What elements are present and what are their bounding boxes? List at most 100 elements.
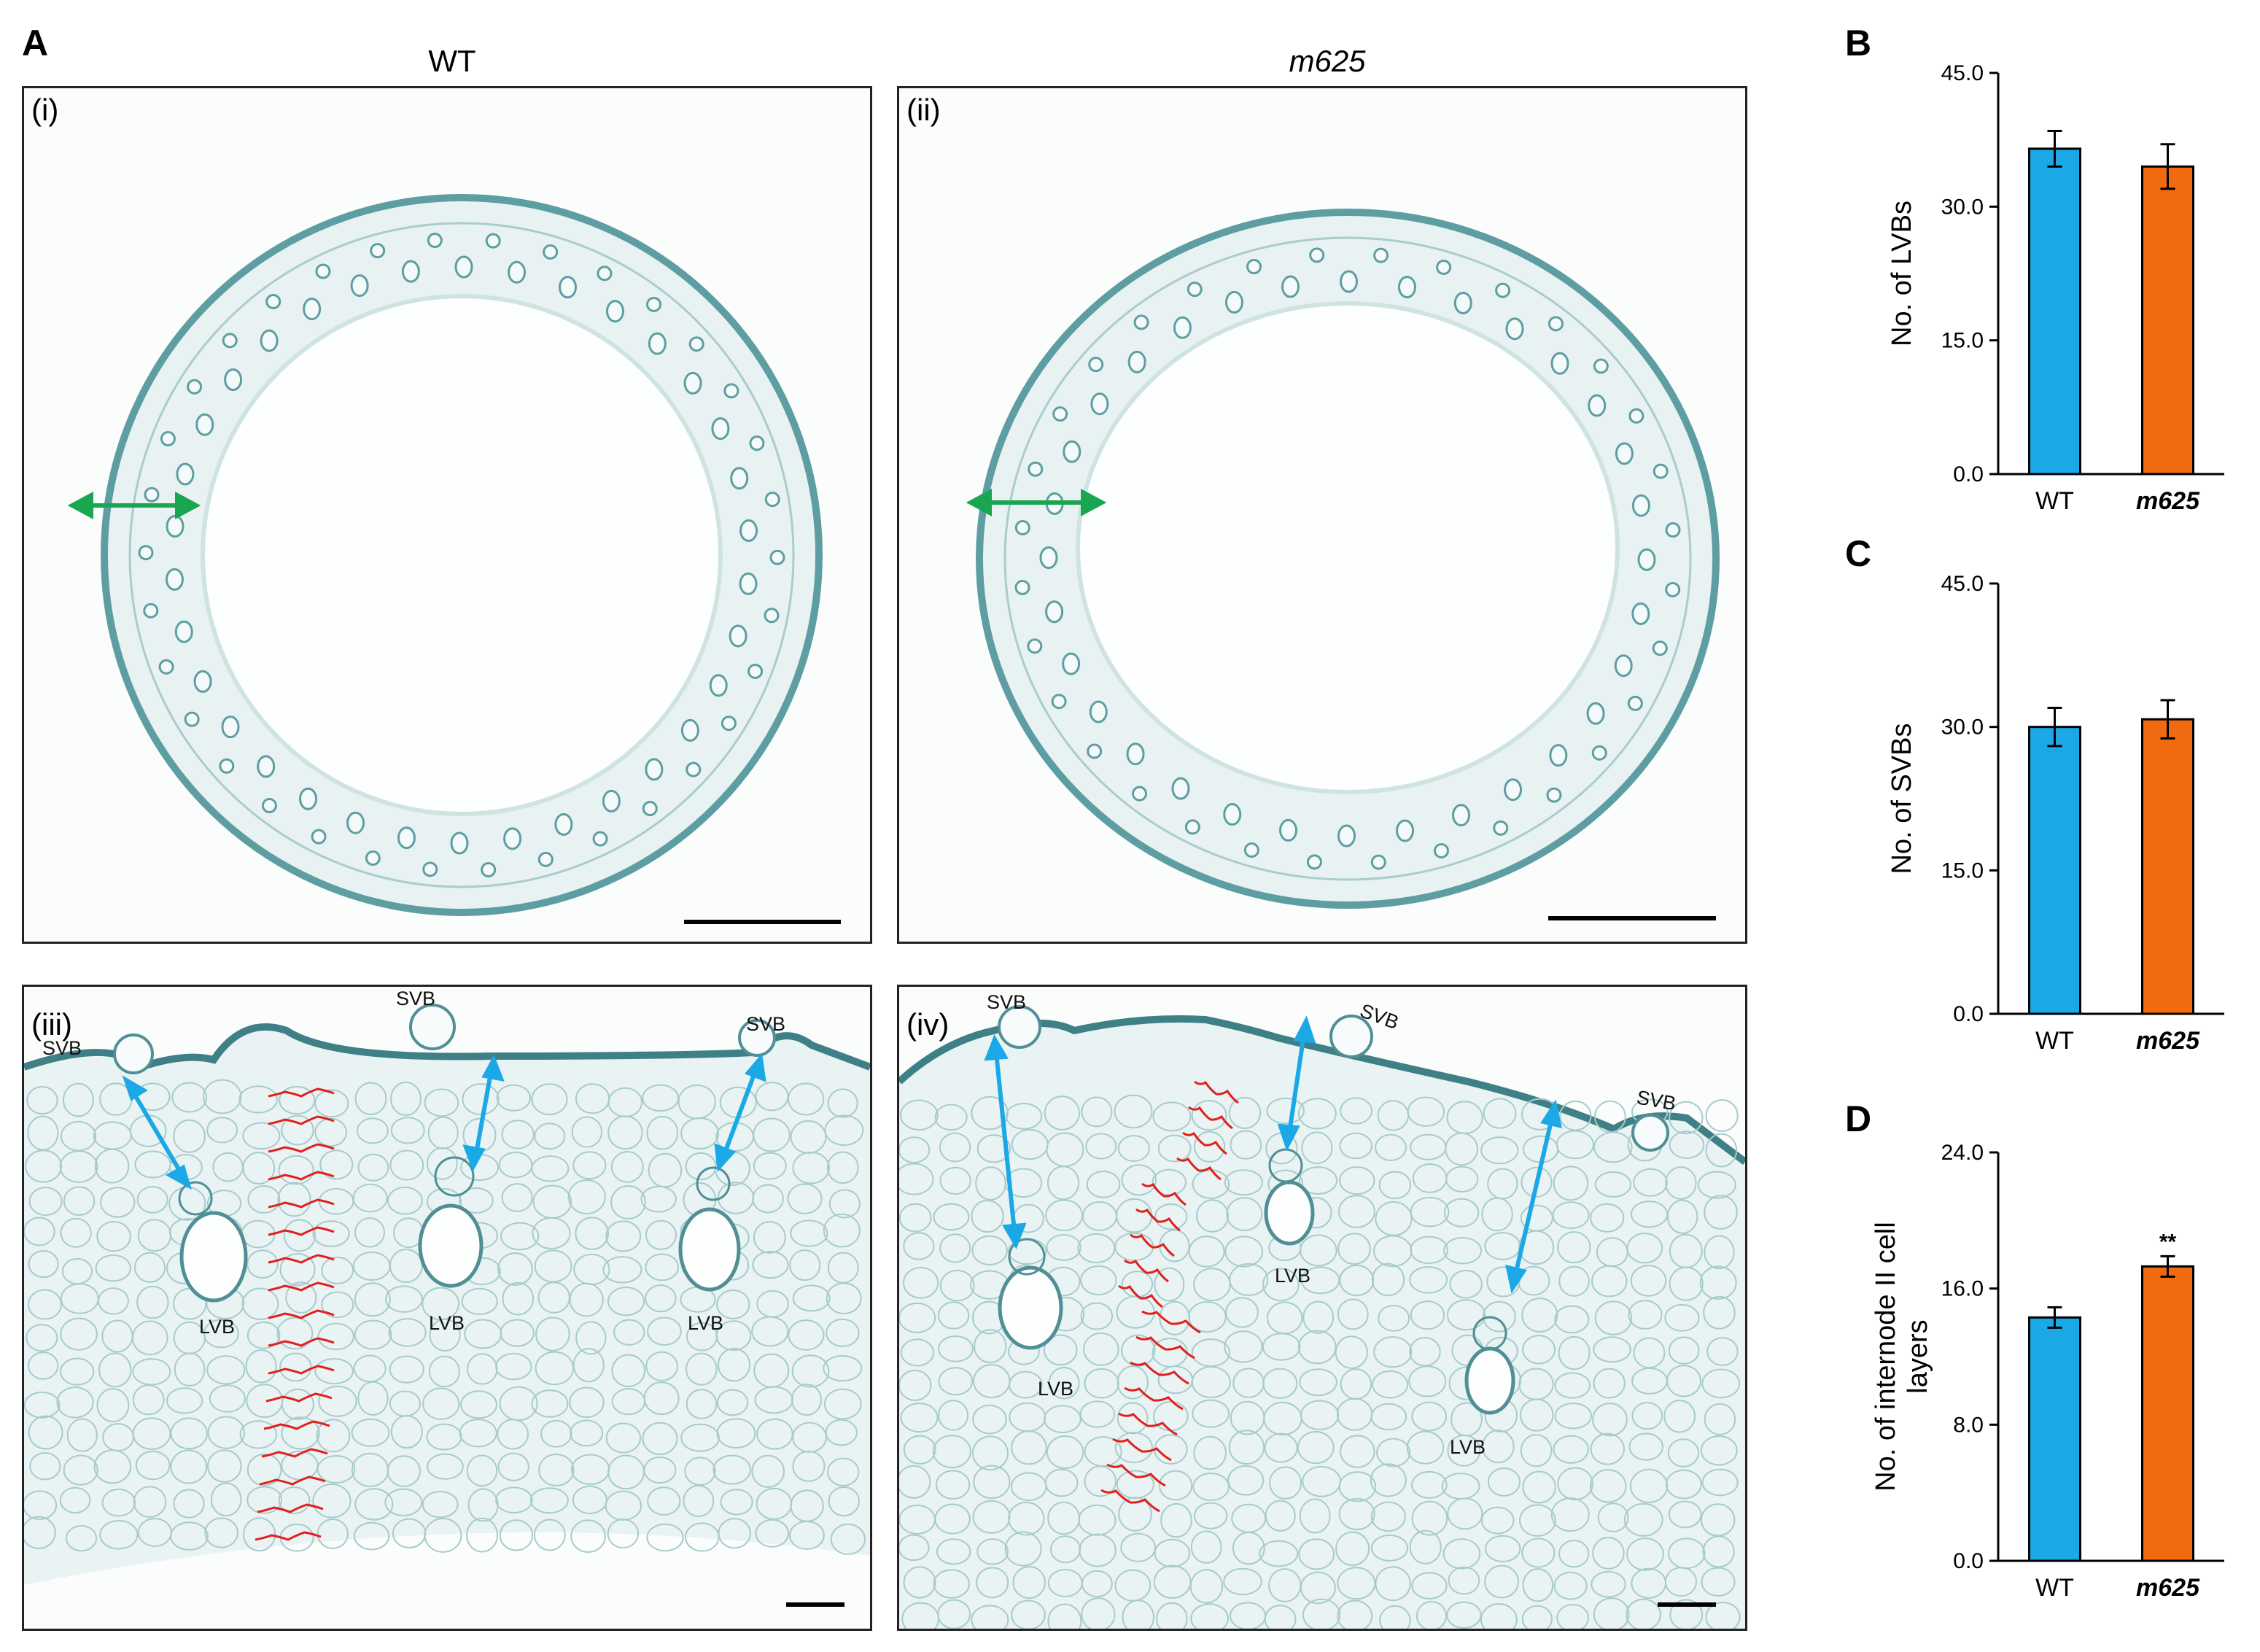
parenchyma-cell <box>643 1456 677 1484</box>
parenchyma-cell <box>531 1389 569 1418</box>
parenchyma-cell <box>529 1487 569 1514</box>
cell-layer-line <box>268 1365 335 1375</box>
parenchyma-cell <box>752 1184 784 1214</box>
parenchyma-cell <box>93 1449 132 1484</box>
parenchyma-cell <box>1411 1572 1448 1599</box>
parenchyma-cell <box>1666 1199 1698 1234</box>
parenchyma-cell <box>96 1388 130 1423</box>
label-lvb: LVB <box>1275 1265 1310 1287</box>
parenchyma-cell <box>173 1119 206 1153</box>
parenchyma-cell <box>828 1189 861 1219</box>
vascular-bundle <box>1014 520 1030 536</box>
parenchyma-cell <box>99 1520 139 1550</box>
parenchyma-cell <box>640 1185 677 1213</box>
parenchyma-cell <box>384 1488 423 1516</box>
parenchyma-cell <box>1044 1095 1080 1131</box>
parenchyma-cell <box>59 1150 98 1183</box>
parenchyma-cell <box>422 1387 460 1420</box>
parenchyma-cell <box>1704 1403 1736 1435</box>
parenchyma-cell <box>1190 1603 1229 1629</box>
parenchyma-cell <box>1375 1133 1407 1161</box>
vascular-bundle <box>1631 494 1650 517</box>
parenchyma-cell <box>787 1183 823 1214</box>
parenchyma-cell <box>683 1484 715 1517</box>
parenchyma-cell <box>1554 1305 1590 1334</box>
parenchyma-cell <box>538 1454 575 1487</box>
parenchyma-cell <box>1191 1366 1231 1399</box>
parenchyma-cell <box>1594 1300 1633 1335</box>
y-tick-label: 0.0 <box>1953 1549 1984 1573</box>
parenchyma-cell <box>1409 1529 1442 1564</box>
parenchyma-cell <box>1046 1435 1084 1470</box>
parenchyma-cell <box>1669 1599 1704 1629</box>
parenchyma-cell <box>95 1254 131 1282</box>
vascular-bundle <box>195 413 214 436</box>
parenchyma-cell <box>28 1187 63 1217</box>
parenchyma-cell <box>501 1120 535 1149</box>
parenchyma-cell <box>136 1285 169 1319</box>
parenchyma-cell <box>1445 1132 1479 1166</box>
parenchyma-cell <box>203 1079 242 1114</box>
parenchyma-cell <box>1663 1400 1696 1433</box>
x-tick-label: m625 <box>2136 1574 2200 1602</box>
parenchyma-cell <box>1079 1533 1117 1567</box>
vascular-bundle <box>543 244 559 260</box>
parenchyma-cell <box>1159 1470 1193 1501</box>
parenchyma-cell <box>1078 1504 1117 1536</box>
svb-lvb-distance-arrows <box>122 1052 766 1190</box>
parenchyma-cell <box>934 1503 971 1535</box>
parenchyma-cell <box>243 1517 276 1552</box>
parenchyma-cell <box>1192 1399 1230 1428</box>
cell-layer-line <box>268 1143 335 1153</box>
parenchyma-cell <box>171 1082 208 1113</box>
parenchyma-cell <box>575 1217 609 1250</box>
scale-bar <box>1548 916 1716 920</box>
parenchyma-cell <box>1376 1438 1411 1467</box>
vascular-bundle <box>764 492 780 508</box>
panel-letter-c: C <box>1845 533 1872 574</box>
parenchyma-cell <box>246 1453 282 1486</box>
parenchyma-cell <box>792 1151 830 1184</box>
parenchyma-cell <box>170 1521 209 1551</box>
vascular-bundle <box>265 293 281 309</box>
vascular-bundle <box>365 850 381 866</box>
parenchyma-cell <box>1118 1497 1152 1532</box>
parenchyma-cell <box>646 1115 679 1150</box>
vascular-bundle <box>739 572 758 595</box>
parenchyma-cell <box>645 1253 679 1281</box>
parenchyma-cell <box>63 1186 96 1217</box>
parenchyma-cell <box>63 1454 98 1486</box>
parenchyma-cell <box>1299 1368 1337 1397</box>
x-tick-label: WT <box>2035 487 2074 515</box>
cell-layer-line <box>268 1309 335 1319</box>
parenchyma-cell <box>1264 1605 1297 1629</box>
parenchyma-cell <box>680 1117 720 1150</box>
parenchyma-cell <box>1188 1236 1225 1268</box>
parenchyma-cell <box>390 1415 423 1449</box>
parenchyma-cell <box>939 1166 971 1195</box>
vascular-bundle <box>558 276 577 299</box>
svb-lvb-distance-arrows <box>984 1015 1562 1294</box>
parenchyma-cell <box>1666 1365 1702 1397</box>
micrograph-mutant-cross-section: (ii) <box>897 86 1747 944</box>
vascular-bundle <box>1223 803 1242 826</box>
parenchyma-cell <box>24 1490 58 1520</box>
parenchyma-cell <box>1410 1236 1448 1265</box>
parenchyma-cell <box>1446 1299 1486 1331</box>
parenchyma-cell <box>98 1287 129 1315</box>
parenchyma-cell <box>497 1419 529 1450</box>
bar-m625 <box>2141 1265 2194 1562</box>
parenchyma-cell <box>972 1404 1007 1435</box>
parenchyma-cell <box>317 1322 354 1351</box>
parenchyma-cell <box>1232 1532 1265 1565</box>
chart-c-svb-count: 0.0 15.0 30.0 45.0 WT m625 No. of SVBs <box>1838 554 2246 1094</box>
parenchyma-cell <box>1081 1597 1116 1629</box>
parenchyma-cell <box>1630 1265 1667 1297</box>
parenchyma-cell <box>1626 1537 1664 1571</box>
parenchyma-cell <box>716 1418 756 1449</box>
parenchyma-cell <box>246 1486 283 1514</box>
parenchyma-cell <box>532 1217 571 1250</box>
vascular-bundle <box>1309 247 1325 263</box>
vascular-bundle <box>1546 787 1562 803</box>
parenchyma-cell <box>389 1355 424 1384</box>
